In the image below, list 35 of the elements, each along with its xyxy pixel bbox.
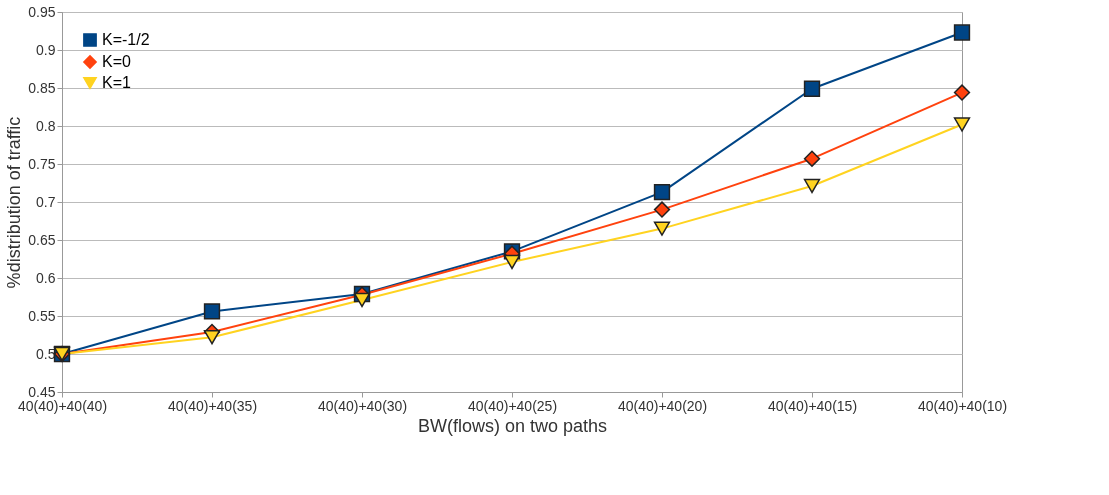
x-tick-label: 40(40)+40(10)	[917, 397, 1008, 414]
point	[803, 178, 821, 194]
point	[653, 221, 671, 236]
y-tick-label: 0.55	[28, 307, 56, 324]
x-axis-title: BW(flows) on two paths	[417, 415, 608, 436]
legend-label: K=-1/2	[102, 31, 150, 48]
point	[203, 303, 221, 320]
y-tick-label: 0.7	[36, 193, 56, 210]
y-tick-label: 0.95	[28, 3, 56, 20]
point	[653, 201, 671, 218]
y-tick-label: 0.45	[28, 383, 56, 400]
legend-label: K=1	[102, 74, 132, 91]
y-tick-label: 0.9	[36, 41, 56, 58]
point	[203, 330, 221, 345]
x-tick-label: 40(40)+40(30)	[317, 397, 408, 414]
point	[803, 80, 821, 97]
point	[803, 150, 821, 167]
point	[953, 84, 971, 101]
legend-label: K=0	[102, 53, 132, 70]
x-tick-label: 40(40)+40(20)	[617, 397, 708, 414]
y-tick-label: 0.85	[28, 79, 56, 96]
y-tick-label: 0.65	[28, 231, 56, 248]
point	[953, 24, 971, 41]
point	[653, 183, 671, 201]
y-tick-label: 0.75	[28, 155, 56, 172]
x-tick-label: 40(40)+40(40)	[17, 397, 108, 414]
point	[503, 254, 521, 270]
y-tick-label: 0.6	[36, 269, 56, 286]
x-tick-label: 40(40)+40(35)	[167, 397, 258, 414]
y-tick-label: 0.8	[36, 117, 56, 134]
y-axis-title: %distribution of traffic	[4, 116, 25, 289]
point	[353, 292, 371, 308]
x-tick-label: 40(40)+40(15)	[767, 397, 858, 414]
point	[953, 117, 971, 132]
x-tick-label: 40(40)+40(25)	[467, 397, 558, 414]
